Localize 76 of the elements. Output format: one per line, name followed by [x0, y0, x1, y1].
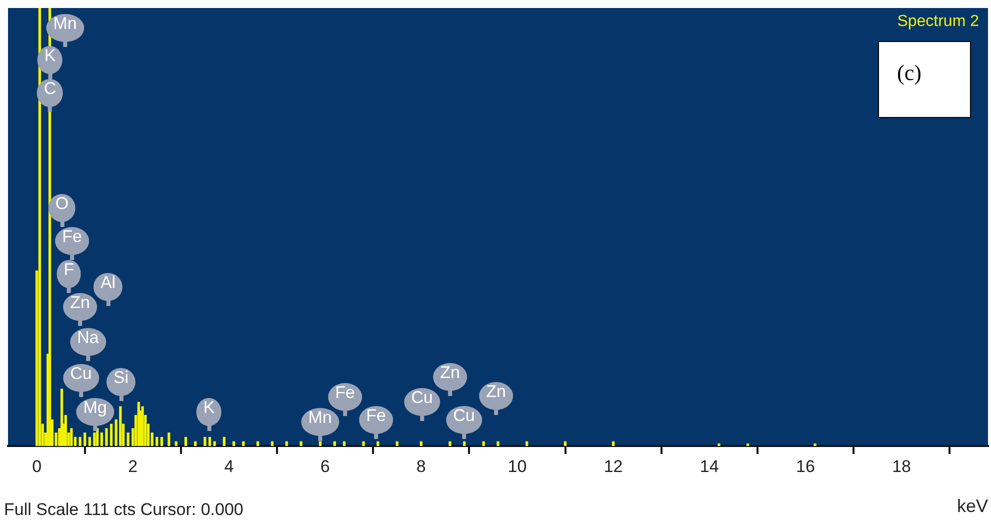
bar — [168, 432, 170, 446]
bar — [256, 441, 260, 446]
bar — [376, 441, 380, 446]
bar — [342, 441, 346, 446]
bar — [194, 441, 197, 446]
x-tick-label: 16 — [796, 456, 815, 476]
bar — [612, 441, 615, 446]
annotation: K — [196, 398, 222, 426]
bar — [126, 432, 130, 446]
bar — [232, 441, 236, 446]
bar — [525, 441, 528, 446]
bar — [222, 436, 226, 446]
bar — [105, 428, 108, 446]
annotation: Si — [106, 368, 136, 396]
bar — [100, 432, 104, 446]
bar — [141, 406, 144, 446]
annotation: (c) — [897, 60, 922, 86]
bar — [746, 443, 750, 446]
x-tick-label: 2 — [128, 456, 138, 476]
bar — [242, 441, 245, 446]
bar — [333, 441, 336, 446]
x-tick-label: 6 — [320, 456, 330, 476]
x-tick-label: 10 — [508, 456, 527, 476]
bar — [285, 441, 288, 446]
annotation: K — [37, 46, 63, 74]
bar — [110, 424, 113, 446]
bar — [300, 441, 302, 446]
bar — [448, 441, 452, 446]
bar — [204, 436, 206, 446]
bar — [174, 441, 178, 446]
annotation: F — [56, 260, 82, 288]
annotation: Cu — [63, 364, 99, 392]
annotation: Spectrum 2 — [897, 13, 979, 31]
bar — [270, 441, 274, 446]
annotation: Na — [70, 328, 106, 356]
bar — [184, 436, 188, 446]
annotation: Zn — [63, 293, 97, 321]
bar — [420, 441, 422, 446]
annotation: Mn — [46, 14, 84, 42]
bar — [70, 428, 73, 446]
x-tick-label: 0 — [32, 456, 42, 476]
annotation: Cu — [404, 388, 440, 416]
annotation: Fe — [335, 383, 355, 402]
x-tick-label: 4 — [224, 456, 234, 476]
x-axis-title: keV — [956, 496, 988, 516]
x-tick-label: 8 — [416, 456, 426, 476]
x-tick-label: 12 — [604, 456, 623, 476]
bar — [482, 441, 485, 446]
bar — [160, 436, 164, 446]
bar — [84, 432, 86, 446]
annotation: Al — [93, 273, 123, 301]
annotation: Mg — [76, 398, 114, 426]
annotation: C — [36, 79, 64, 107]
annotation: Cu — [446, 406, 482, 434]
annotation: Fe — [55, 227, 89, 255]
bar — [78, 436, 82, 446]
bar — [88, 436, 91, 446]
bar — [564, 441, 567, 446]
bar — [213, 441, 216, 446]
annotation: Mn — [301, 408, 339, 436]
bar — [718, 443, 720, 446]
annotation: Fe — [359, 406, 393, 434]
annotation: Zn — [433, 363, 467, 391]
annotation: Zn — [479, 382, 513, 410]
bar — [496, 441, 500, 446]
bar — [156, 436, 158, 446]
bar — [119, 406, 122, 446]
bar — [463, 441, 466, 446]
annotation: O — [48, 194, 76, 222]
x-tick-label: 18 — [892, 456, 911, 476]
bar — [208, 436, 212, 446]
bar — [362, 441, 365, 446]
text: Full Scale 111 cts Cursor: 0.000 — [4, 500, 244, 520]
bar — [396, 441, 398, 446]
bar — [814, 443, 816, 446]
x-tick-label: 14 — [700, 456, 719, 476]
